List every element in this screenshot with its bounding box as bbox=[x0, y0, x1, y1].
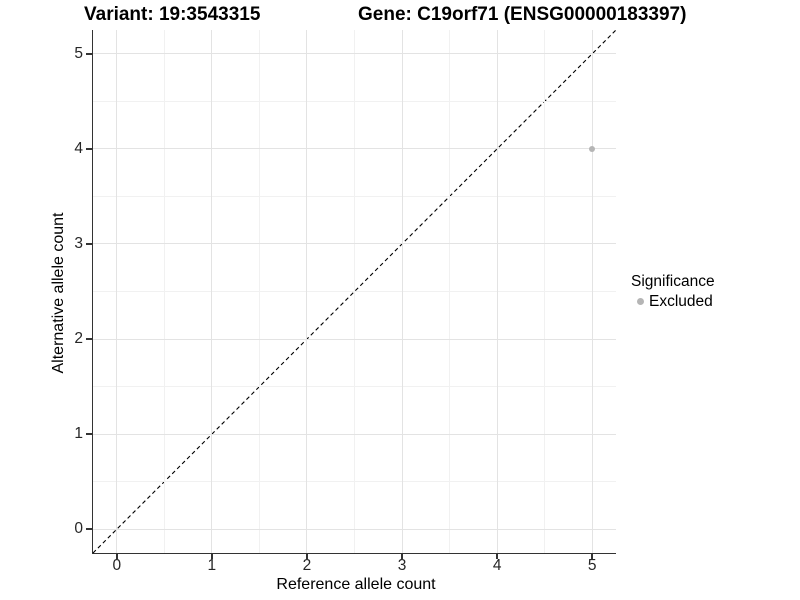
x-axis-tick bbox=[496, 553, 498, 559]
y-tick-label: 3 bbox=[74, 234, 83, 252]
grid-major-vertical bbox=[496, 30, 498, 553]
plot-title-gene: Gene: C19orf71 (ENSG00000183397) bbox=[358, 4, 687, 25]
y-axis-tick bbox=[85, 433, 92, 435]
legend-entries: Excluded bbox=[631, 292, 715, 311]
x-axis-tick bbox=[211, 553, 213, 559]
x-tick-label: 1 bbox=[207, 557, 217, 574]
grid-major-vertical bbox=[591, 30, 593, 553]
y-tick-label: 5 bbox=[74, 44, 83, 62]
x-axis-tick bbox=[401, 553, 403, 559]
x-tick-label: 0 bbox=[112, 557, 122, 574]
grid-minor-horizontal bbox=[93, 386, 616, 388]
data-point bbox=[589, 145, 596, 152]
identity-line-layer bbox=[92, 29, 617, 554]
y-axis-tick bbox=[85, 53, 92, 55]
grid-major-horizontal bbox=[93, 433, 616, 435]
y-tick-label: 1 bbox=[74, 425, 83, 443]
x-axis-tick bbox=[591, 553, 593, 559]
x-axis-tick bbox=[306, 553, 308, 559]
legend: Significance Excluded bbox=[631, 272, 715, 311]
grid-minor-horizontal bbox=[93, 291, 616, 292]
legend-label: Excluded bbox=[649, 293, 713, 310]
y-axis-tick bbox=[85, 243, 92, 245]
identity-line bbox=[92, 29, 617, 554]
grid-major-horizontal bbox=[93, 338, 616, 340]
grid-major-vertical bbox=[306, 30, 308, 553]
x-tick-label: 3 bbox=[397, 557, 407, 574]
grid-major-vertical bbox=[401, 30, 403, 553]
y-axis-tick bbox=[85, 528, 92, 530]
legend-point-icon bbox=[637, 298, 644, 305]
y-tick-label: 0 bbox=[74, 520, 83, 538]
y-axis-tick bbox=[85, 148, 92, 150]
grid-major-horizontal bbox=[93, 53, 616, 55]
grid-major-vertical bbox=[211, 30, 213, 553]
x-tick-label: 2 bbox=[302, 557, 312, 574]
grid-major-vertical bbox=[116, 30, 118, 553]
grid-major-horizontal bbox=[93, 243, 616, 245]
grid-major-horizontal bbox=[93, 528, 616, 530]
y-axis-label: Alternative allele count bbox=[50, 212, 67, 374]
x-tick-label: 5 bbox=[587, 557, 597, 574]
x-axis-tick bbox=[116, 553, 118, 559]
x-tick-label: 4 bbox=[492, 557, 502, 574]
grid-minor-horizontal bbox=[93, 195, 616, 197]
legend-entry: Excluded bbox=[631, 292, 715, 311]
grid-minor-horizontal bbox=[93, 481, 616, 483]
y-tick-label: 4 bbox=[74, 139, 83, 157]
y-tick-label: 2 bbox=[74, 330, 83, 348]
y-axis-tick bbox=[85, 338, 92, 340]
x-axis-label: Reference allele count bbox=[276, 576, 436, 593]
grid-major-horizontal bbox=[93, 148, 616, 150]
plot-title-variant: Variant: 19:3543315 bbox=[84, 4, 261, 25]
plot-panel: 0 1 2 3 4 5 0 1 2 3 4 5 bbox=[74, 29, 617, 574]
grid-minor-horizontal bbox=[93, 100, 616, 102]
legend-title: Significance bbox=[631, 273, 715, 290]
